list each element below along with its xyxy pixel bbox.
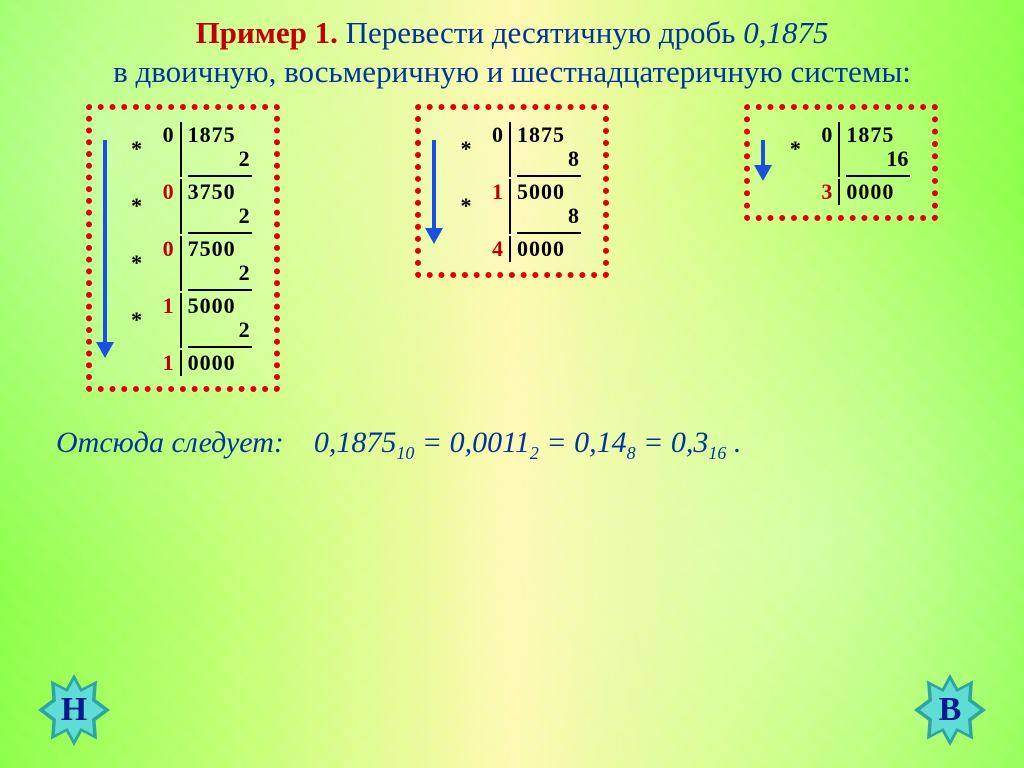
int-part: 0 (150, 236, 174, 262)
equals-sign: = (539, 426, 574, 459)
frac-part: 18758 (509, 122, 581, 177)
arrow-down-icon (100, 140, 110, 358)
conclusion-equation: 0,187510 = 0,00112 = 0,148 = 0,316 . (314, 426, 742, 459)
frac-part: 0000 (509, 236, 581, 262)
mult-sign: * (459, 193, 473, 219)
calc-step: *150008 (459, 179, 581, 234)
frac-part: 75002 (180, 236, 252, 291)
calc-step: *037502 (130, 179, 252, 234)
equals-sign: = (636, 426, 671, 459)
title-text-after: в двоичную, восьмеричную и шестнадцатери… (113, 54, 911, 89)
mult-sign: * (130, 193, 144, 219)
int-part: 0 (808, 122, 832, 148)
mult-sign: * (130, 307, 144, 333)
page-title: Пример 1. Перевести десятичную дробь 0,1… (0, 0, 1024, 96)
int-part: 0 (150, 122, 174, 148)
panel-octal: *018758*150008*40000 (415, 104, 609, 278)
arrow-down-icon (429, 140, 439, 244)
conclusion-term: 0,316 (671, 426, 727, 459)
conclusion-line: Отсюда следует: 0,187510 = 0,00112 = 0,1… (0, 426, 1024, 464)
int-part: 1 (150, 350, 174, 376)
next-label: В (939, 691, 962, 729)
calc-step: *018758 (459, 122, 581, 177)
frac-part: 37502 (180, 179, 252, 234)
prev-button[interactable]: Н (38, 674, 110, 746)
calc-body: *018758*150008*40000 (459, 122, 581, 262)
calc-body: *018752*037502*075002*150002*10000 (130, 122, 252, 376)
calculation-panels: *018752*037502*075002*150002*10000*01875… (0, 96, 1024, 392)
calc-final: *10000 (130, 350, 252, 376)
mult-sign: * (130, 136, 144, 162)
example-label: Пример 1. (196, 15, 338, 50)
int-part: 1 (479, 179, 503, 205)
int-part: 1 (150, 293, 174, 319)
conclusion-term: 0,187510 (314, 426, 415, 459)
calc-final: *30000 (788, 179, 910, 205)
next-button[interactable]: В (914, 674, 986, 746)
int-part: 4 (479, 236, 503, 262)
calc-body: *0187516*30000 (788, 122, 910, 205)
frac-part: 0000 (838, 179, 910, 205)
mult-sign: * (130, 250, 144, 276)
frac-part: 187516 (838, 122, 910, 177)
calc-step: *075002 (130, 236, 252, 291)
calc-step: *0187516 (788, 122, 910, 177)
conclusion-term: 0,148 (574, 426, 636, 459)
int-part: 3 (808, 179, 832, 205)
title-text-before: Перевести десятичную дробь (346, 15, 736, 50)
calc-step: *150002 (130, 293, 252, 348)
calc-final: *40000 (459, 236, 581, 262)
int-part: 0 (150, 179, 174, 205)
calc-step: *018752 (130, 122, 252, 177)
panel-binary: *018752*037502*075002*150002*10000 (86, 104, 280, 392)
conclusion-lead: Отсюда следует: (56, 426, 284, 459)
frac-part: 50002 (180, 293, 252, 348)
title-value: 0,1875 (743, 15, 828, 50)
conclusion-term: 0,00112 (450, 426, 539, 459)
frac-part: 18752 (180, 122, 252, 177)
arrow-down-icon (758, 140, 768, 181)
int-part: 0 (479, 122, 503, 148)
frac-part: 0000 (180, 350, 252, 376)
mult-sign: * (788, 136, 802, 162)
prev-label: Н (61, 691, 87, 729)
equals-sign: = (414, 426, 449, 459)
mult-sign: * (459, 136, 473, 162)
panel-hex: *0187516*30000 (744, 104, 938, 221)
frac-part: 50008 (509, 179, 581, 234)
